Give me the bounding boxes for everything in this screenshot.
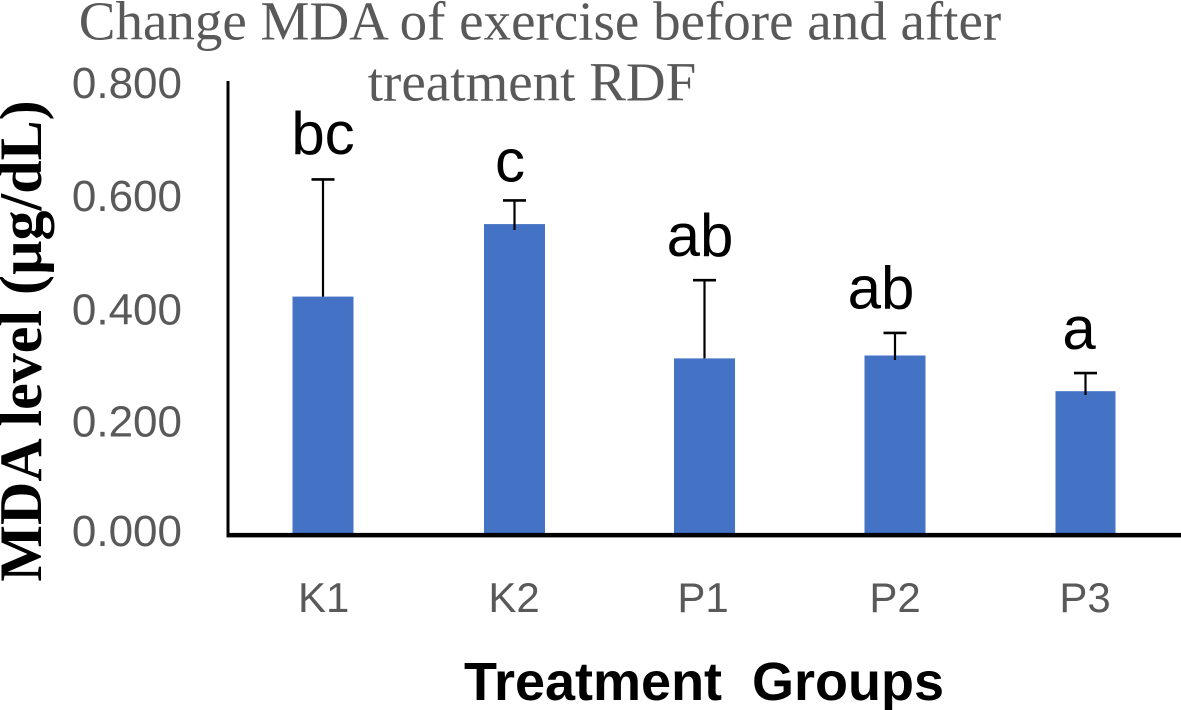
- svg-text:P2: P2: [869, 574, 920, 621]
- svg-text:ab: ab: [848, 255, 915, 322]
- svg-text:treatment RDF: treatment RDF: [368, 52, 696, 113]
- svg-text:K2: K2: [488, 574, 539, 621]
- svg-text:0.200: 0.200: [72, 398, 182, 447]
- svg-text:P3: P3: [1059, 574, 1110, 621]
- svg-text:MDA level (µg/dL): MDA level (µg/dL): [0, 100, 54, 581]
- svg-text:K1: K1: [298, 574, 349, 621]
- svg-text:ab: ab: [667, 202, 734, 269]
- svg-text:0.400: 0.400: [72, 286, 182, 335]
- svg-text:0.600: 0.600: [72, 172, 182, 221]
- svg-text:a: a: [1062, 295, 1096, 362]
- svg-text:0.800: 0.800: [72, 59, 182, 108]
- svg-text:bc: bc: [291, 100, 354, 167]
- svg-text:c: c: [495, 128, 525, 195]
- svg-text:Treatment Groups: Treatment Groups: [464, 652, 944, 710]
- svg-text:0.000: 0.000: [72, 507, 182, 556]
- svg-text:Change MDA of exercise before: Change MDA of exercise before and after: [79, 0, 1001, 52]
- svg-text:P1: P1: [677, 574, 728, 621]
